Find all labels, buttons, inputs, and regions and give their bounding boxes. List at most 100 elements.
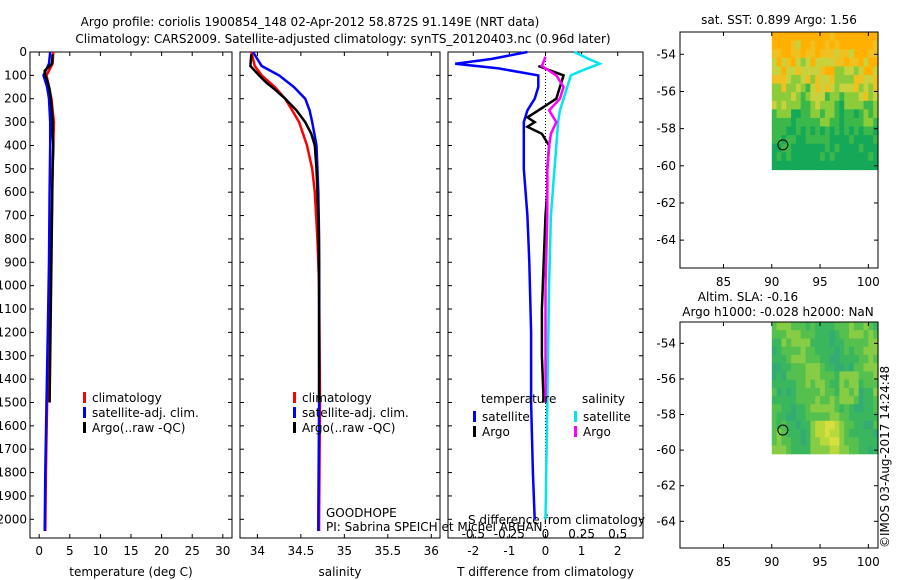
sst-map-heatmap-cell bbox=[800, 32, 807, 42]
sst-map-heatmap-cell bbox=[834, 49, 840, 59]
sla-map-heatmap-cell bbox=[873, 354, 879, 364]
sst-map-heatmap-cell bbox=[863, 49, 869, 59]
salinity-legend-label: climatology bbox=[302, 391, 372, 405]
sla-map-heatmap-cell bbox=[786, 429, 792, 438]
sst-map-heatmap-cell bbox=[815, 92, 821, 102]
sst-map-heatmap-cell bbox=[873, 117, 879, 128]
sst-map-heatmap-cell bbox=[771, 152, 778, 162]
sst-map-panel: 85 90 95 100 -54 -56 -58 -60 -62 -64 sat. SST: 0.8… bbox=[656, 13, 879, 289]
sla-map-heatmap-cell bbox=[829, 412, 836, 422]
salinity-axes-frame bbox=[239, 51, 441, 539]
sst-map-heatmap-cell bbox=[844, 92, 850, 102]
sst-map-heatmap-cell bbox=[786, 75, 792, 85]
sst-map-heatmap-cell bbox=[834, 100, 840, 110]
figure-title-line2: Climatology: CARS2009. Satellite-adjuste… bbox=[75, 32, 610, 46]
sst-map-heatmap-cell bbox=[791, 100, 797, 110]
depth-tick-label: 700 bbox=[4, 209, 27, 223]
sla-map-heatmap-cell bbox=[863, 322, 869, 331]
sst-map-x-tick-label: 90 bbox=[764, 275, 779, 289]
sla-map-heatmap-cell bbox=[791, 330, 797, 339]
sla-map-heatmap-cell bbox=[853, 404, 860, 414]
sla-map-heatmap-cell bbox=[834, 338, 840, 348]
sla-map-heatmap-cell bbox=[810, 371, 816, 381]
sla-map-heatmap-cell bbox=[868, 404, 874, 414]
sla-map-heatmap-cell bbox=[810, 396, 816, 405]
sla-map-heatmap-cell bbox=[771, 346, 778, 356]
sla-map-heatmap-cell bbox=[824, 371, 831, 381]
sla-map-heatmap-cell bbox=[805, 445, 811, 455]
sla-map-heatmap-cell bbox=[776, 363, 782, 372]
sst-map-heatmap-cell bbox=[771, 32, 778, 42]
difference-panel: -2 -1 0 1 2 T difference from climatology S di… bbox=[447, 50, 645, 579]
sst-map-heatmap-cell bbox=[863, 66, 869, 76]
sla-map-heatmap-cell bbox=[791, 412, 797, 422]
sla-map-heatmap-cell bbox=[791, 445, 797, 455]
imos-footer-stamp: ©IMOS 03-Aug-2017 14:24:48 bbox=[878, 366, 892, 548]
temperature-legend-label: climatology bbox=[92, 391, 162, 405]
sst-map-heatmap-cell bbox=[781, 57, 787, 67]
sst-map-heatmap-cell bbox=[815, 32, 821, 42]
sla-map-heatmap-cell bbox=[810, 379, 816, 389]
sst-map-heatmap-cell bbox=[781, 40, 787, 50]
sst-map-heatmap-cell bbox=[844, 49, 850, 59]
sst-map-heatmap-cell bbox=[849, 143, 855, 153]
sst-map-heatmap-cell bbox=[824, 57, 831, 67]
sst-map-heatmap-cell bbox=[858, 83, 865, 93]
sla-map-axes-frame bbox=[679, 321, 879, 549]
sla-map-heatmap-cell bbox=[868, 396, 874, 405]
sst-map-heatmap-cell bbox=[829, 75, 836, 85]
sst-map-heatmap-cell bbox=[873, 92, 879, 102]
sla-map-heatmap-cell bbox=[824, 354, 831, 364]
sla-map-heatmap-cell bbox=[868, 338, 874, 348]
sst-map-heatmap-cell bbox=[791, 135, 797, 145]
sst-map-heatmap-cell bbox=[868, 109, 874, 119]
sst-map-heatmap-cell bbox=[791, 49, 797, 59]
sla-map-heatmap-cell bbox=[810, 354, 816, 364]
sla-map-heatmap-cell bbox=[786, 346, 792, 356]
sst-map-heatmap-cell bbox=[820, 117, 826, 128]
sst-map-x-tick-label: 85 bbox=[716, 275, 731, 289]
temperature-legend-swatch bbox=[83, 407, 86, 418]
sst-map-heatmap-cell bbox=[868, 117, 874, 128]
sst-map-heatmap-cell bbox=[853, 126, 860, 136]
sst-map-heatmap-cell bbox=[853, 66, 860, 76]
temperature-x-axis-label: temperature (deg C) bbox=[69, 565, 192, 579]
sla-map-heatmap-cell bbox=[805, 404, 811, 414]
sst-map-heatmap-cell bbox=[776, 40, 782, 50]
salinity-x-tick-label: 34.5 bbox=[288, 544, 315, 558]
sst-map-heatmap-cell bbox=[839, 66, 845, 76]
depth-tick-label: 300 bbox=[4, 115, 27, 129]
sst-map-heatmap-cell bbox=[873, 66, 879, 76]
sst-map-heatmap-cell bbox=[863, 109, 869, 119]
sla-map-heatmap-cell bbox=[805, 412, 811, 422]
sla-map-heatmap-cell bbox=[863, 420, 869, 430]
salinity-series-argo-raw-qc- bbox=[249, 54, 321, 403]
sst-map-heatmap-cell bbox=[800, 135, 807, 145]
sla-map-heatmap-cell bbox=[800, 404, 807, 414]
sst-map-heatmap-cell bbox=[776, 109, 782, 119]
sst-map-heatmap-cell bbox=[858, 135, 865, 145]
sla-map-heatmap-cell bbox=[800, 338, 807, 348]
sla-map-heatmap-cell bbox=[839, 387, 845, 397]
sst-map-heatmap-cell bbox=[873, 143, 879, 153]
sst-map-heatmap-cell bbox=[839, 135, 845, 145]
difference-top-tick-label: -0.25 bbox=[494, 527, 525, 541]
sst-map-heatmap-cell bbox=[810, 57, 816, 67]
sst-map-y-tick-label: -56 bbox=[656, 84, 676, 98]
sst-map-heatmap-cell bbox=[834, 66, 840, 76]
sst-map-heatmap-cell bbox=[795, 40, 802, 50]
sla-map-heatmap-cell bbox=[805, 330, 811, 339]
sla-map-heatmap-cell bbox=[795, 354, 802, 364]
sst-map-heatmap-cell bbox=[820, 160, 826, 171]
sst-map-heatmap-cell bbox=[795, 100, 802, 110]
temperature-series-argo-raw-qc- bbox=[43, 54, 55, 403]
sst-map-heatmap-cell bbox=[815, 135, 821, 145]
sst-map-heatmap-cell bbox=[815, 126, 821, 136]
sla-map-heatmap-cell bbox=[805, 363, 811, 372]
sla-map-heatmap-cell bbox=[829, 379, 836, 389]
sst-map-heatmap-cell bbox=[863, 57, 869, 67]
sst-map-y-tick-label: -62 bbox=[656, 196, 676, 210]
sst-map-heatmap-cell bbox=[805, 126, 811, 136]
sst-map-heatmap-cell bbox=[800, 109, 807, 119]
sst-map-heatmap-cell bbox=[853, 57, 860, 67]
